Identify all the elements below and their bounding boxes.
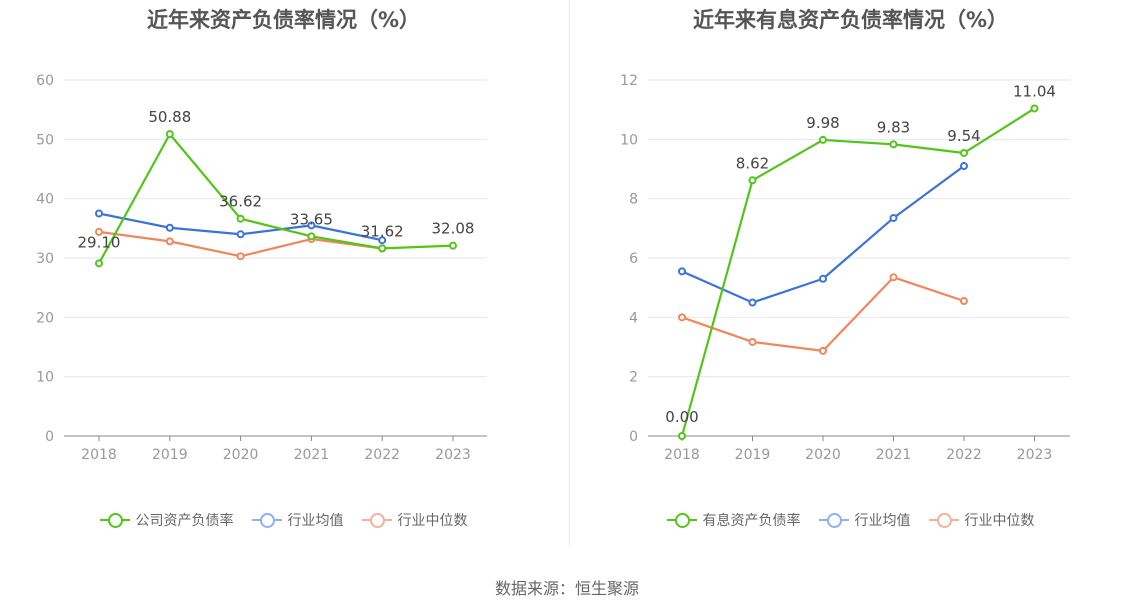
data-label: 36.62: [219, 193, 262, 211]
data-label: 9.83: [877, 118, 910, 136]
legend-item-company[interactable]: 公司资产负债率: [99, 510, 234, 530]
data-point: [165, 130, 174, 139]
legend-item-industry-average[interactable]: 行业均值: [818, 510, 911, 530]
data-label: 29.10: [78, 233, 121, 251]
series-line: [680, 107, 1036, 437]
left-chart-panel: 近年来资产负债率情况（%） 0 10 20 30 40 50 60 2018 2019 2020 2…: [0, 0, 567, 545]
x-tick-label: 2021: [876, 447, 912, 463]
x-tick-label: 2023: [1017, 447, 1053, 463]
legend-label: 行业中位数: [397, 513, 468, 529]
data-point: [748, 298, 757, 307]
data-label: 31.62: [361, 222, 404, 240]
series-line: [98, 133, 454, 264]
data-point: [889, 213, 898, 222]
x-tick-label: 2018: [664, 447, 700, 463]
series-line: [681, 276, 965, 352]
y-tick-label: 50: [36, 132, 54, 148]
legend-marker-icon: [99, 512, 130, 528]
x-tick-label: 2018: [81, 447, 117, 463]
y-tick-label: 0: [45, 429, 54, 445]
legend-marker-icon: [666, 512, 697, 528]
panel-divider: [569, 0, 570, 545]
data-label: 9.98: [806, 114, 839, 132]
data-point: [889, 273, 898, 282]
legend-item-industry-median[interactable]: 行业中位数: [928, 510, 1035, 530]
data-point: [748, 176, 757, 185]
legend-marker-icon: [251, 512, 282, 528]
y-tick-label: 12: [620, 73, 638, 89]
data-label: 9.54: [947, 127, 980, 145]
data-point: [95, 209, 103, 218]
data-point: [378, 244, 387, 253]
data-label: 50.88: [148, 108, 191, 126]
data-point: [678, 267, 686, 276]
y-tick-label: 10: [620, 132, 638, 148]
data-label: 0.00: [665, 408, 698, 426]
y-tick-label: 8: [629, 192, 638, 208]
data-point: [678, 313, 686, 322]
legend-label: 行业均值: [854, 513, 911, 529]
data-point: [378, 236, 387, 245]
x-tick-label: 2021: [294, 447, 330, 463]
data-point: [307, 232, 316, 241]
x-tick-label: 2019: [152, 447, 188, 463]
x-tick-label: 2020: [223, 447, 259, 463]
chart-legend: 有息资产负债率 行业均值 行业中位数: [567, 510, 1134, 530]
legend-item-industry-median[interactable]: 行业中位数: [361, 510, 468, 530]
y-tick-label: 30: [36, 251, 54, 267]
legend-label: 行业均值: [287, 513, 344, 529]
legend-label: 行业中位数: [964, 513, 1035, 529]
data-point: [1030, 104, 1039, 113]
data-point: [960, 297, 968, 306]
y-tick-label: 20: [36, 310, 54, 326]
chart-title: 近年来有息资产负债率情况（%）: [692, 8, 1009, 32]
right-line-chart: 0 2 4 6 8 10 12 2018 2019 2020 2021 2022 2023 0.00 8.6…: [620, 73, 1070, 463]
data-point: [95, 259, 103, 268]
data-point: [960, 148, 968, 157]
data-label: 8.62: [736, 154, 769, 172]
data-point: [819, 135, 827, 144]
data-point: [95, 227, 103, 236]
right-chart-panel: 近年来有息资产负债率情况（%） 0 2 4 6 8 10 12 2018 2019 2020 202…: [567, 0, 1134, 545]
data-point: [165, 223, 174, 232]
data-point: [165, 237, 174, 246]
data-label: 32.08: [432, 220, 475, 238]
y-tick-label: 2: [629, 370, 638, 386]
x-tick-label: 2020: [805, 447, 841, 463]
data-point: [678, 432, 686, 440]
data-source: 数据来源：恒生聚源: [494, 579, 639, 598]
data-point: [819, 274, 827, 283]
legend-item-industry-average[interactable]: 行业均值: [251, 510, 344, 530]
data-point: [748, 337, 757, 346]
data-point: [236, 230, 245, 239]
x-tick-label: 2023: [435, 447, 471, 463]
legend-label: 有息资产负债率: [702, 513, 801, 529]
legend-marker-icon: [818, 512, 849, 528]
data-point: [889, 140, 898, 149]
y-tick-label: 0: [629, 429, 638, 445]
chart-legend: 公司资产负债率 行业均值 行业中位数: [0, 510, 567, 530]
y-tick-label: 6: [629, 251, 638, 267]
data-point: [819, 346, 827, 355]
data-point: [960, 162, 968, 171]
y-tick-label: 60: [36, 73, 54, 89]
x-tick-label: 2022: [364, 447, 400, 463]
legend-marker-icon: [928, 512, 959, 528]
x-tick-label: 2019: [735, 447, 771, 463]
data-point: [236, 214, 245, 223]
data-label: 33.65: [290, 210, 333, 228]
legend-label: 公司资产负债率: [135, 513, 234, 529]
data-point: [449, 241, 457, 250]
data-point: [307, 221, 316, 230]
y-tick-label: 10: [36, 370, 54, 386]
legend-marker-icon: [361, 512, 392, 528]
legend-item-company[interactable]: 有息资产负债率: [666, 510, 801, 530]
y-tick-label: 40: [36, 192, 54, 208]
data-label: 11.04: [1013, 82, 1056, 100]
x-tick-label: 2022: [946, 447, 982, 463]
left-line-chart: 0 10 20 30 40 50 60 2018 2019 2020 2021 2022 2023 29.…: [36, 73, 487, 463]
data-point: [236, 252, 245, 261]
chart-title: 近年来资产负债率情况（%）: [146, 8, 421, 32]
y-tick-label: 4: [629, 310, 638, 326]
